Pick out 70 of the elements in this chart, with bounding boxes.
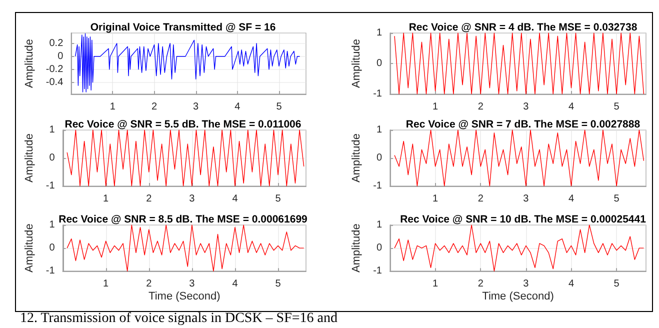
y-tick-label: 0 (376, 152, 382, 164)
x-tick-label: 2 (478, 194, 484, 204)
y-tick-label: -1 (373, 180, 382, 192)
y-tick-label: 1 (376, 124, 382, 136)
x-tick-label: 2 (478, 278, 484, 290)
x-tick-label: 5 (614, 278, 620, 290)
x-tick-label: 4 (232, 278, 238, 290)
x-tick-label: 3 (523, 194, 530, 204)
chart-title: Rec Voice @ SNR = 8.5 dB. The MSE = 0.00061699 (58, 214, 308, 226)
x-tick-label: 4 (232, 194, 238, 204)
x-tick-label: 2 (146, 194, 152, 204)
x-tick-label: 2 (478, 102, 484, 112)
x-axis-title: Time (Second) (148, 290, 220, 303)
x-tick-label: 1 (103, 278, 110, 290)
y-tick-label: 1 (376, 28, 382, 38)
chart-title: Rec Voice @ SNR = 5.5 dB. The MSE = 0.011006 (64, 118, 302, 130)
y-tick-label: -1 (373, 88, 382, 100)
x-tick-label: 3 (523, 102, 530, 112)
chart-title: Rec Voice @ SNR = 10 dB. The MSE = 0.00025441 (400, 214, 646, 226)
y-tick-label: -1 (46, 180, 56, 192)
x-tick-label: 4 (568, 102, 574, 112)
y-tick-label: -0.2 (46, 64, 64, 75)
x-tick-label: 1 (103, 194, 110, 204)
chart-title: Rec Voice @ SNR = 7 dB. The MSE = 0.0027888 (406, 118, 640, 130)
x-tick-label: 5 (275, 194, 282, 204)
y-tick-label: 0 (376, 58, 382, 69)
y-tick-label: -0.4 (46, 76, 64, 88)
y-tick-label: 0.2 (49, 38, 64, 49)
x-tick-label: 2 (151, 102, 158, 112)
x-tick-label: 4 (568, 278, 574, 290)
y-axis-title: Amplitude (350, 39, 363, 88)
y-axis-title: Amplitude (24, 39, 36, 88)
x-tick-label: 5 (614, 194, 620, 204)
y-tick-label: 1 (49, 220, 56, 230)
y-tick-label: 0 (49, 242, 56, 254)
y-tick-label: 0 (376, 242, 382, 254)
line-series (394, 224, 644, 272)
text: 12. Transmission of voice signals in DCSK – SF=16 and (20, 311, 338, 327)
line-series (74, 33, 300, 92)
y-tick-label: 1 (49, 124, 56, 136)
line-series (394, 130, 644, 186)
y-tick-label: -1 (46, 266, 56, 277)
y-tick-label: 1 (376, 220, 382, 230)
x-axis-title: Time (Second) (482, 290, 554, 303)
x-tick-label: 3 (193, 102, 200, 112)
y-axis-title: Amplitude (24, 134, 36, 182)
x-tick-label: 1 (432, 194, 439, 204)
x-tick-label: 1 (432, 102, 439, 112)
y-tick-label: -1 (373, 266, 382, 277)
line-series (394, 32, 644, 94)
line-series (66, 130, 304, 186)
y-axis-title: Amplitude (24, 224, 36, 273)
x-tick-label: 4 (568, 194, 574, 204)
line-series (66, 224, 304, 272)
x-tick-label: 3 (189, 278, 196, 290)
x-tick-label: 1 (110, 102, 116, 112)
chart-title: Rec Voice @ SNR = 4 dB. The MSE = 0.032738 (408, 22, 638, 34)
x-tick-label: 5 (276, 102, 282, 112)
x-tick-label: 4 (234, 102, 241, 112)
x-tick-label: 1 (432, 278, 439, 290)
y-axis-title: Amplitude (350, 134, 363, 182)
x-tick-label: 3 (189, 194, 196, 204)
y-axis-title: Amplitude (350, 224, 363, 273)
chart-title: Original Voice Transmitted @ SF = 16 (90, 22, 276, 34)
x-tick-label: 3 (523, 278, 530, 290)
x-tick-label: 5 (614, 102, 620, 112)
y-tick-label: 0 (49, 152, 56, 164)
x-tick-label: 5 (275, 278, 282, 290)
y-tick-label: 0 (58, 50, 64, 62)
x-tick-label: 2 (146, 278, 152, 290)
